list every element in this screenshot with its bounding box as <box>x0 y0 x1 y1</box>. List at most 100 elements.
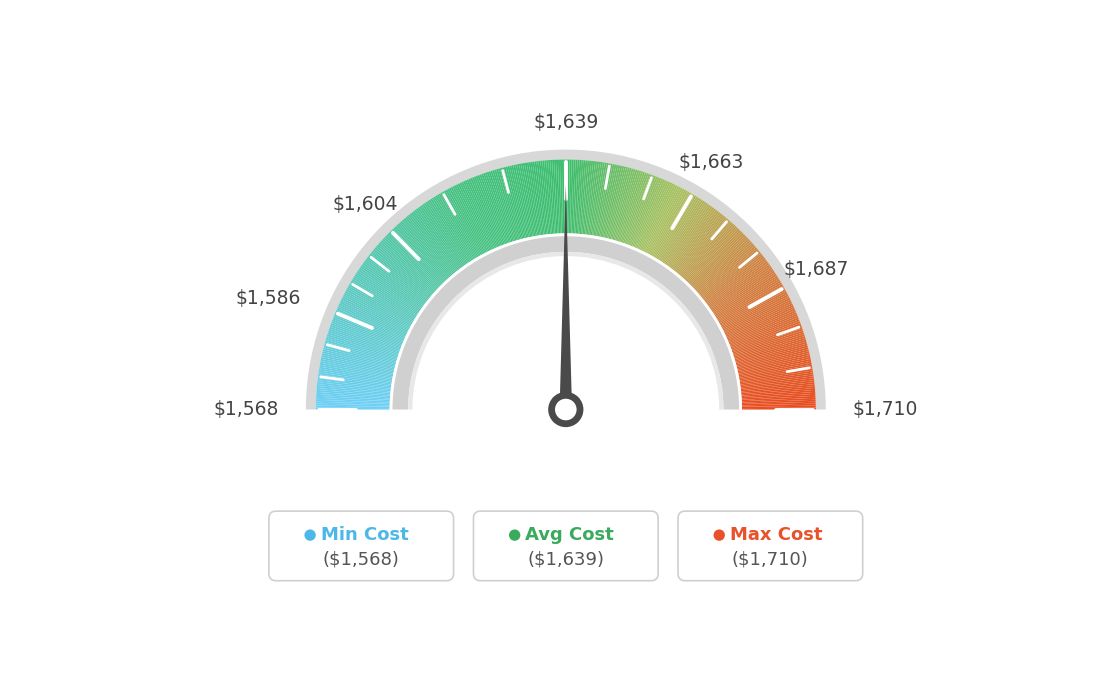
Wedge shape <box>556 159 560 233</box>
Wedge shape <box>450 187 486 253</box>
Wedge shape <box>711 269 774 312</box>
Wedge shape <box>729 314 797 344</box>
Wedge shape <box>413 210 459 270</box>
Wedge shape <box>364 259 425 305</box>
Wedge shape <box>569 159 572 233</box>
Wedge shape <box>741 382 815 392</box>
Wedge shape <box>365 258 426 304</box>
FancyBboxPatch shape <box>474 511 658 581</box>
Wedge shape <box>705 256 765 303</box>
Wedge shape <box>725 305 794 337</box>
Wedge shape <box>340 302 407 335</box>
Wedge shape <box>470 178 500 247</box>
Wedge shape <box>316 402 390 406</box>
Wedge shape <box>330 325 400 351</box>
Wedge shape <box>392 228 444 283</box>
Wedge shape <box>723 296 789 331</box>
Text: $1,586: $1,586 <box>236 288 301 308</box>
Wedge shape <box>425 201 468 264</box>
Wedge shape <box>337 308 405 339</box>
Wedge shape <box>697 241 752 292</box>
Wedge shape <box>649 190 687 255</box>
Wedge shape <box>656 195 694 259</box>
Wedge shape <box>735 344 807 364</box>
Wedge shape <box>740 371 813 384</box>
Wedge shape <box>393 227 445 282</box>
Wedge shape <box>317 380 391 391</box>
Wedge shape <box>615 170 637 241</box>
Wedge shape <box>740 368 813 382</box>
Wedge shape <box>720 289 786 326</box>
Wedge shape <box>564 159 565 233</box>
Wedge shape <box>619 171 643 242</box>
Wedge shape <box>560 159 563 233</box>
Wedge shape <box>437 195 476 259</box>
Wedge shape <box>393 236 739 410</box>
Wedge shape <box>668 206 713 267</box>
Wedge shape <box>355 273 418 314</box>
Wedge shape <box>736 346 808 366</box>
Wedge shape <box>702 252 761 299</box>
Wedge shape <box>614 169 636 240</box>
Wedge shape <box>540 161 549 235</box>
Wedge shape <box>631 178 661 247</box>
Wedge shape <box>447 188 484 255</box>
Wedge shape <box>325 342 396 363</box>
FancyBboxPatch shape <box>678 511 862 581</box>
Wedge shape <box>741 376 814 388</box>
Circle shape <box>509 529 520 541</box>
Wedge shape <box>597 164 613 237</box>
Wedge shape <box>316 392 390 398</box>
Wedge shape <box>655 193 693 258</box>
Wedge shape <box>503 167 523 239</box>
Wedge shape <box>474 177 502 246</box>
Wedge shape <box>705 258 766 304</box>
Wedge shape <box>328 333 399 357</box>
Wedge shape <box>360 266 422 309</box>
Wedge shape <box>741 386 815 395</box>
Wedge shape <box>709 263 769 307</box>
Wedge shape <box>529 162 541 235</box>
Wedge shape <box>465 180 496 248</box>
Wedge shape <box>640 184 675 250</box>
Wedge shape <box>742 400 816 404</box>
Wedge shape <box>734 334 805 357</box>
Wedge shape <box>726 308 795 339</box>
Wedge shape <box>742 396 816 402</box>
Wedge shape <box>665 203 708 265</box>
Wedge shape <box>658 197 698 260</box>
Wedge shape <box>434 197 474 260</box>
Wedge shape <box>427 201 469 263</box>
Wedge shape <box>338 305 406 337</box>
Wedge shape <box>396 225 447 280</box>
Wedge shape <box>737 353 810 371</box>
Text: ($1,710): ($1,710) <box>732 551 809 569</box>
Wedge shape <box>495 170 517 241</box>
Wedge shape <box>692 235 746 288</box>
Wedge shape <box>348 286 413 324</box>
Wedge shape <box>316 400 390 404</box>
Wedge shape <box>496 169 518 240</box>
Wedge shape <box>482 173 509 244</box>
Wedge shape <box>686 226 737 281</box>
Wedge shape <box>581 161 590 234</box>
Wedge shape <box>326 338 397 360</box>
Wedge shape <box>390 233 742 410</box>
Wedge shape <box>539 161 548 235</box>
Wedge shape <box>729 315 798 345</box>
Wedge shape <box>689 230 741 284</box>
Wedge shape <box>516 164 531 237</box>
Text: Max Cost: Max Cost <box>730 526 822 544</box>
Wedge shape <box>399 222 449 278</box>
Wedge shape <box>634 179 664 247</box>
Wedge shape <box>534 161 545 235</box>
Wedge shape <box>716 279 781 319</box>
Wedge shape <box>609 168 630 239</box>
Wedge shape <box>741 388 815 395</box>
Wedge shape <box>459 182 492 250</box>
Wedge shape <box>375 246 433 295</box>
Wedge shape <box>519 164 534 237</box>
Wedge shape <box>639 182 672 250</box>
Wedge shape <box>319 364 393 380</box>
Wedge shape <box>666 204 710 266</box>
